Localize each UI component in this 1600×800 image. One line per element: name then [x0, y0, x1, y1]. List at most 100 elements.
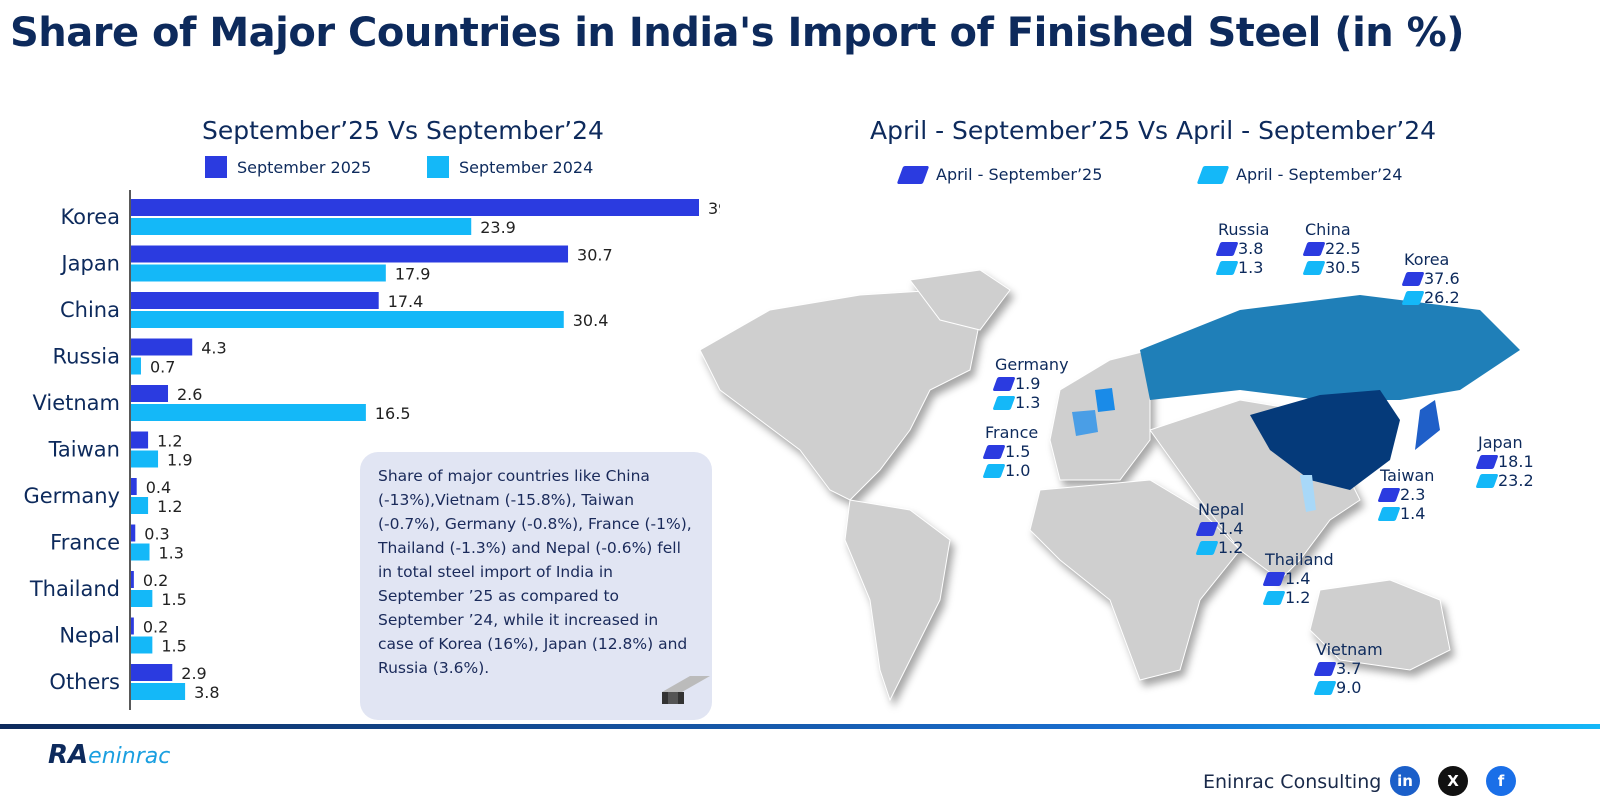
map-title: April - September’25 Vs April - Septembe…	[870, 116, 1437, 145]
bar-japan-2025	[131, 245, 569, 263]
russia-region	[1140, 295, 1520, 400]
legend-swatch	[427, 156, 449, 178]
data-label: 0.7	[150, 358, 175, 377]
south-america	[844, 499, 951, 702]
bar-chart: Korea 39.9 23.9 Japan 30.7 17.9 China 17.4 30.4 R…	[23, 190, 720, 710]
steel-icon	[1215, 241, 1239, 256]
steel-icon	[1313, 661, 1337, 676]
country-name: Japan	[1478, 433, 1523, 452]
data-label: 30.4	[573, 311, 609, 330]
bar-germany-2025	[131, 478, 137, 495]
linkedin-icon[interactable]: in	[1390, 766, 1420, 796]
data-label: 4.3	[201, 339, 226, 358]
legend-apr-sep-24: April - September’24	[1196, 165, 1403, 184]
x-icon[interactable]: X	[1438, 766, 1468, 796]
data-label: 0.2	[143, 618, 168, 637]
map-label-taiwan: Taiwan 2.3 1.4	[1377, 466, 1435, 523]
steel-icon	[1475, 473, 1499, 488]
steel-icon	[1262, 571, 1286, 586]
bar-nepal-2024	[131, 636, 153, 654]
category-label: Japan	[59, 252, 120, 276]
map-label-france: France 1.5 1.0	[982, 423, 1038, 480]
value-25: 22.5	[1325, 239, 1361, 258]
category-label: China	[60, 298, 120, 322]
data-label: 1.3	[159, 544, 184, 563]
value-25: 3.7	[1336, 659, 1362, 678]
value-24: 1.2	[1218, 538, 1244, 557]
bar-others-2024	[131, 683, 186, 700]
map-label-russia: Russia 3.8 1.3	[1215, 220, 1270, 277]
value-25: 2.3	[1400, 485, 1426, 504]
map-label-nepal: Nepal 1.4 1.2	[1195, 500, 1244, 557]
germany-region	[1095, 388, 1115, 412]
map-label-germany: Germany 1.9 1.3	[992, 355, 1069, 412]
footer-divider	[0, 724, 1600, 729]
bar-taiwan-2025	[131, 431, 149, 449]
brand-name: Eninrac Consulting	[1203, 771, 1382, 793]
category-label: Russia	[52, 345, 120, 369]
value-24: 1.0	[1005, 461, 1031, 480]
europe	[1049, 349, 1151, 481]
steel-icon	[1195, 540, 1219, 555]
bar-thailand-2024	[131, 590, 153, 607]
legend-label: September 2025	[237, 157, 372, 177]
value-25: 1.9	[1015, 374, 1041, 393]
data-label: 23.9	[480, 218, 516, 237]
thailand-region	[1300, 475, 1316, 512]
steel-icon	[1401, 290, 1425, 305]
france-region	[1072, 410, 1098, 436]
china-region	[1250, 390, 1400, 490]
value-25: 3.8	[1238, 239, 1264, 258]
steel-icon	[1475, 454, 1499, 469]
legend-swatch	[205, 156, 227, 178]
value-24: 23.2	[1498, 471, 1534, 490]
bar-korea-2025	[131, 199, 699, 216]
data-label: 39.9	[708, 199, 720, 218]
data-label: 17.9	[395, 265, 431, 284]
steel-beam-icon	[662, 676, 710, 704]
value-25: 1.4	[1218, 519, 1244, 538]
steel-icon	[1401, 271, 1425, 286]
value-24: 1.2	[1285, 588, 1311, 607]
data-label: 2.9	[181, 664, 206, 683]
steel-icon	[1196, 165, 1230, 184]
data-label: 30.7	[577, 246, 613, 265]
country-name: Korea	[1404, 250, 1450, 269]
category-label: Others	[49, 670, 120, 694]
steel-icon	[1313, 680, 1337, 695]
data-label: 1.5	[161, 590, 186, 609]
greenland	[909, 269, 1011, 331]
country-name: Taiwan	[1380, 466, 1435, 485]
legend-apr-sep-25: April - September’25	[896, 165, 1102, 184]
map-label-china: China 22.5 30.5	[1302, 220, 1361, 277]
data-label: 3.8	[194, 683, 219, 702]
country-name: Thailand	[1265, 550, 1334, 569]
country-name: Russia	[1218, 220, 1270, 239]
legend-label: April - September’24	[1236, 165, 1403, 184]
data-label: 0.2	[143, 571, 168, 590]
bar-japan-2024	[131, 264, 386, 282]
data-label: 16.5	[375, 404, 411, 423]
steel-icon	[1377, 487, 1401, 502]
value-24: 9.0	[1336, 678, 1362, 697]
map-label-japan: Japan 18.1 23.2	[1475, 433, 1534, 490]
map-label-vietnam: Vietnam 3.7 9.0	[1313, 640, 1383, 697]
category-label: Taiwan	[48, 438, 120, 462]
steel-icon	[1262, 590, 1286, 605]
facebook-icon[interactable]: f	[1486, 766, 1516, 796]
value-24: 1.3	[1015, 393, 1041, 412]
country-name: China	[1305, 220, 1351, 239]
data-label: 0.4	[146, 478, 171, 497]
world-map	[699, 269, 1520, 702]
value-24: 26.2	[1424, 288, 1460, 307]
australia	[1309, 579, 1451, 671]
country-name: Germany	[995, 355, 1069, 374]
bar-france-2024	[131, 543, 150, 561]
data-label: 2.6	[177, 385, 202, 404]
bar-korea-2024	[131, 218, 472, 235]
bar-taiwan-2024	[131, 450, 159, 468]
bar-france-2025	[131, 524, 136, 542]
steel-icon	[1302, 260, 1326, 275]
japan-region	[1415, 400, 1440, 450]
country-name: Vietnam	[1316, 640, 1383, 659]
